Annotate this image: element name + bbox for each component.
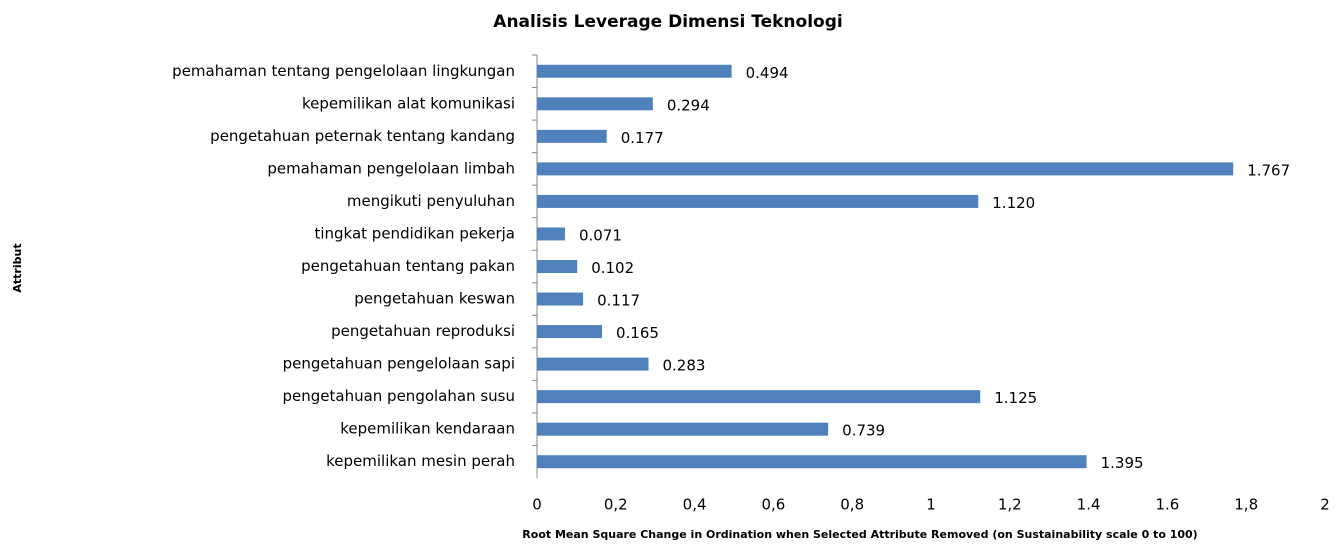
y-tick-label: pengetahuan pengolahan susu [283,387,516,405]
y-tick-label: mengikuti penyuluhan [347,192,515,210]
data-label: 0.102 [591,259,634,277]
bar [537,422,829,436]
data-label: 1.767 [1247,161,1290,179]
bar [537,227,565,241]
y-tick-label: pengetahuan keswan [354,290,515,308]
data-label: 0.165 [616,324,659,342]
y-tick-label: kepemilikan alat komunikasi [302,94,515,112]
data-label: 0.294 [667,96,710,114]
bar [537,129,607,143]
data-label: 0.071 [579,226,622,244]
bar [537,97,653,111]
y-tick-label: kepemilikan mesin perah [326,452,515,470]
x-tick-label: 2 [1320,496,1330,514]
y-tick-label: pengetahuan reproduksi [331,322,515,340]
data-label: 0.739 [842,422,885,440]
x-tick-label: 1,2 [998,496,1022,514]
chart-title: Analisis Leverage Dimensi Teknologi [493,12,842,32]
bar [537,455,1087,469]
y-tick-label: pemahaman pengelolaan limbah [267,159,515,177]
data-label: 0.177 [621,129,664,147]
data-label: 0.117 [597,292,640,310]
x-tick-label: 0 [532,496,542,514]
bar [537,390,981,404]
y-tick-label: pemahaman tentang pengelolaan lingkungan [172,62,515,80]
x-tick-label: 1 [926,496,936,514]
bar [537,325,603,339]
bar [537,64,732,78]
y-tick-label: tingkat pendidikan pekerja [314,224,515,242]
bar [537,260,578,273]
data-label: 1.120 [992,194,1035,212]
x-tick-label: 0,8 [840,496,864,514]
bar [537,194,979,208]
x-tick-label: 1,8 [1234,496,1258,514]
data-label: 0.494 [746,64,789,82]
bar [537,357,649,371]
y-tick-label: kepemilikan kendaraan [340,420,515,438]
bar [537,292,584,306]
x-axis-label: Root Mean Square Change in Ordination wh… [522,528,1197,541]
x-tick-label: 1.4 [1077,496,1101,514]
y-axis-label: Attribut [11,243,24,292]
y-tick-label: pengetahuan peternak tentang kandang [210,127,515,145]
x-tick-label: 0,4 [683,496,707,514]
x-tick-label: 0,6 [761,496,785,514]
x-tick-label: 1.6 [1155,496,1179,514]
bar [537,162,1234,176]
x-tick-label: 0,2 [604,496,628,514]
data-label: 0.283 [663,357,706,375]
data-label: 1.125 [994,389,1037,407]
y-tick-label: pengetahuan pengelolaan sapi [283,355,515,373]
y-tick-label: pengetahuan tentang pakan [301,257,515,275]
data-label: 1.395 [1101,454,1144,472]
